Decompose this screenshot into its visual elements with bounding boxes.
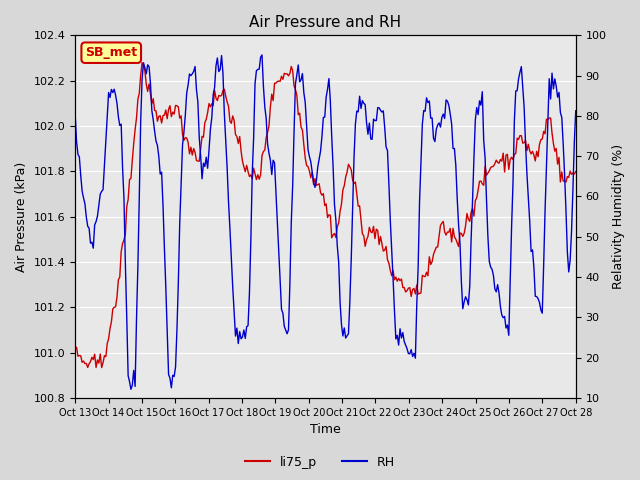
- li75_p: [293, 92, 301, 98]
- Line: RH: RH: [75, 55, 576, 389]
- li75_p: [240, 164, 248, 170]
- RH: [293, 72, 301, 78]
- RH: [222, 138, 230, 144]
- li75_p: [223, 99, 231, 105]
- li75_p: [547, 115, 554, 121]
- X-axis label: Time: Time: [310, 423, 341, 436]
- RH: [127, 386, 135, 392]
- Y-axis label: Relativity Humidity (%): Relativity Humidity (%): [612, 144, 625, 289]
- RH: [258, 52, 266, 58]
- RH: [134, 263, 141, 268]
- Title: Air Pressure and RH: Air Pressure and RH: [250, 15, 401, 30]
- Legend: li75_p, RH: li75_p, RH: [240, 451, 400, 474]
- li75_p: [71, 348, 79, 353]
- RH: [247, 238, 255, 243]
- RH: [239, 334, 246, 340]
- RH: [572, 108, 580, 114]
- li75_p: [572, 168, 580, 174]
- li75_p: [138, 60, 146, 66]
- Line: li75_p: li75_p: [75, 63, 576, 368]
- li75_p: [98, 365, 106, 371]
- Text: SB_met: SB_met: [85, 46, 138, 59]
- RH: [71, 111, 79, 117]
- li75_p: [248, 176, 256, 181]
- RH: [547, 96, 554, 102]
- Y-axis label: Air Pressure (kPa): Air Pressure (kPa): [15, 161, 28, 272]
- li75_p: [134, 96, 141, 102]
